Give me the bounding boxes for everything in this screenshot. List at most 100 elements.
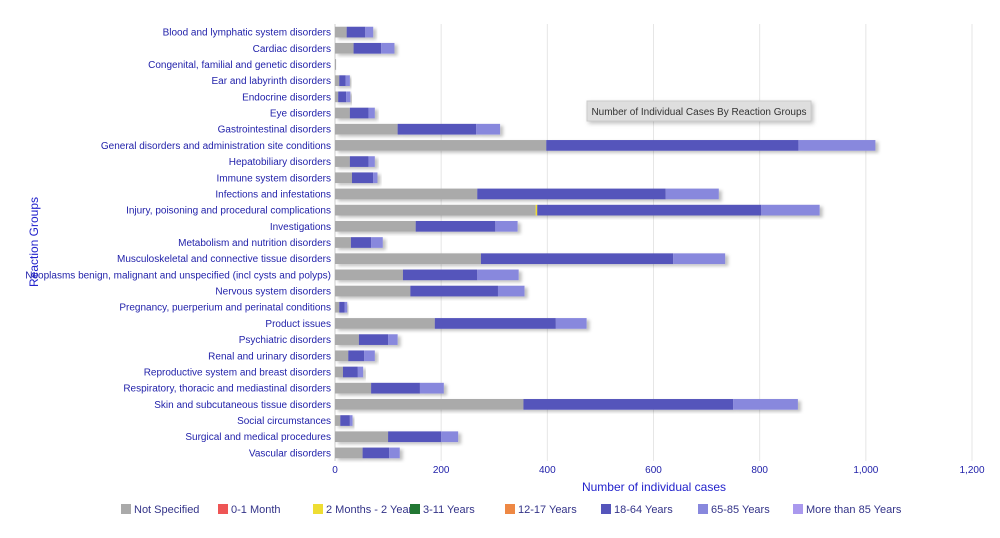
bar-segment [335, 204, 536, 216]
bar-segment [419, 382, 444, 394]
legend-swatch [410, 504, 420, 514]
bar-group [335, 382, 444, 394]
bar-group [335, 59, 337, 70]
bar-segment [761, 204, 820, 216]
x-tick-label: 800 [751, 465, 768, 476]
bar-segment [335, 188, 478, 200]
bar-group [335, 91, 351, 103]
bar-segment [335, 75, 340, 86]
bar-segment [335, 366, 343, 378]
bar-segment [335, 59, 337, 70]
bar-segment [523, 399, 734, 410]
bar-segment [373, 172, 378, 184]
bar-segment [368, 107, 375, 119]
bar-segment [365, 26, 374, 38]
bar-segment [733, 399, 798, 410]
bar-segment [335, 399, 524, 410]
bar-segment [397, 123, 477, 135]
bar-group [335, 188, 719, 200]
legend-label: More than 85 Years [806, 504, 902, 516]
bar-group [335, 107, 375, 119]
legend-label: 18-64 Years [614, 504, 673, 516]
bar-segment [335, 447, 363, 459]
bar-group [335, 140, 876, 151]
category-label: Neoplasms benign, malignant and unspecif… [25, 270, 331, 281]
category-label: Ear and labyrinth disorders [211, 76, 331, 87]
bar-group [335, 285, 525, 297]
legend-swatch [793, 504, 803, 514]
bar-segment [346, 91, 351, 103]
bar-segment [388, 334, 398, 345]
bar-group [335, 156, 375, 167]
category-label: Investigations [270, 222, 331, 233]
bar-segment [335, 156, 350, 167]
category-label: Skin and subcutaneous tissue disorders [154, 400, 331, 411]
category-label: Reproductive system and breast disorders [144, 367, 331, 378]
bar-segment [335, 220, 416, 232]
bar-segment [371, 382, 420, 394]
bar-group [335, 447, 400, 459]
bar-segment [358, 334, 389, 345]
chart-title-box: Number of Individual Cases By Reaction G… [586, 100, 812, 122]
bar-group [335, 366, 364, 378]
grid-lines [334, 24, 973, 461]
bar-segment [349, 415, 353, 426]
legend-label: 2 Months - 2 Years [326, 504, 418, 516]
bar-segment [546, 140, 799, 151]
bar-segment [335, 285, 411, 297]
bar-segment [335, 431, 389, 443]
legend-label: 12-17 Years [518, 504, 577, 516]
bar-segment [335, 301, 340, 313]
bar-segment [350, 237, 372, 248]
bar-segment [335, 107, 350, 119]
x-tick-label: 1,200 [959, 465, 984, 476]
bar-group [335, 334, 398, 345]
category-label: Vascular disorders [249, 448, 331, 459]
bar-segment [535, 204, 538, 216]
legend-swatch [698, 504, 708, 514]
category-label: Psychiatric disorders [239, 335, 331, 346]
category-label: Endocrine disorders [242, 92, 331, 103]
bar-group [335, 431, 459, 443]
bar-segment [497, 285, 525, 297]
x-tick-label: 0 [332, 465, 338, 476]
bar-segment [335, 91, 339, 103]
bar-segment [353, 42, 382, 54]
bar-segment [415, 220, 496, 232]
category-label: Nervous system disorders [215, 287, 331, 298]
legend-label: 0-1 Month [231, 504, 281, 516]
legend-swatch [505, 504, 515, 514]
bar-group [335, 42, 395, 54]
x-tick-label: 600 [645, 465, 662, 476]
bar-segment [388, 431, 442, 443]
bar-segment [480, 253, 674, 265]
bar-segment [368, 156, 375, 167]
category-label: Renal and urinary disorders [208, 351, 331, 362]
bar-segment [410, 285, 498, 297]
bar-segment [476, 123, 501, 135]
bar-group [335, 172, 378, 184]
bar-group [335, 26, 374, 38]
bar-segment [402, 269, 478, 281]
category-label: Immune system disorders [217, 173, 331, 184]
bar-group [335, 204, 820, 216]
category-label: Pregnancy, puerperium and perinatal cond… [119, 303, 331, 314]
bar-segment [335, 318, 435, 329]
bar-segment [364, 350, 375, 362]
category-label: Surgical and medical procedures [185, 432, 331, 443]
bar-segment [349, 107, 369, 119]
category-label: Metabolism and nutrition disorders [178, 238, 331, 249]
bar-segment [335, 237, 351, 248]
bar-segment [335, 172, 352, 184]
bar-group [335, 318, 587, 329]
bar-segment [371, 237, 383, 248]
bar-segment [342, 366, 358, 378]
bar-group [335, 123, 501, 135]
bar-segment [335, 415, 341, 426]
bar-segment [798, 140, 876, 151]
bar-segment [495, 220, 518, 232]
bar-segment [348, 350, 365, 362]
bar-segment [555, 318, 587, 329]
bar-segment [346, 26, 366, 38]
